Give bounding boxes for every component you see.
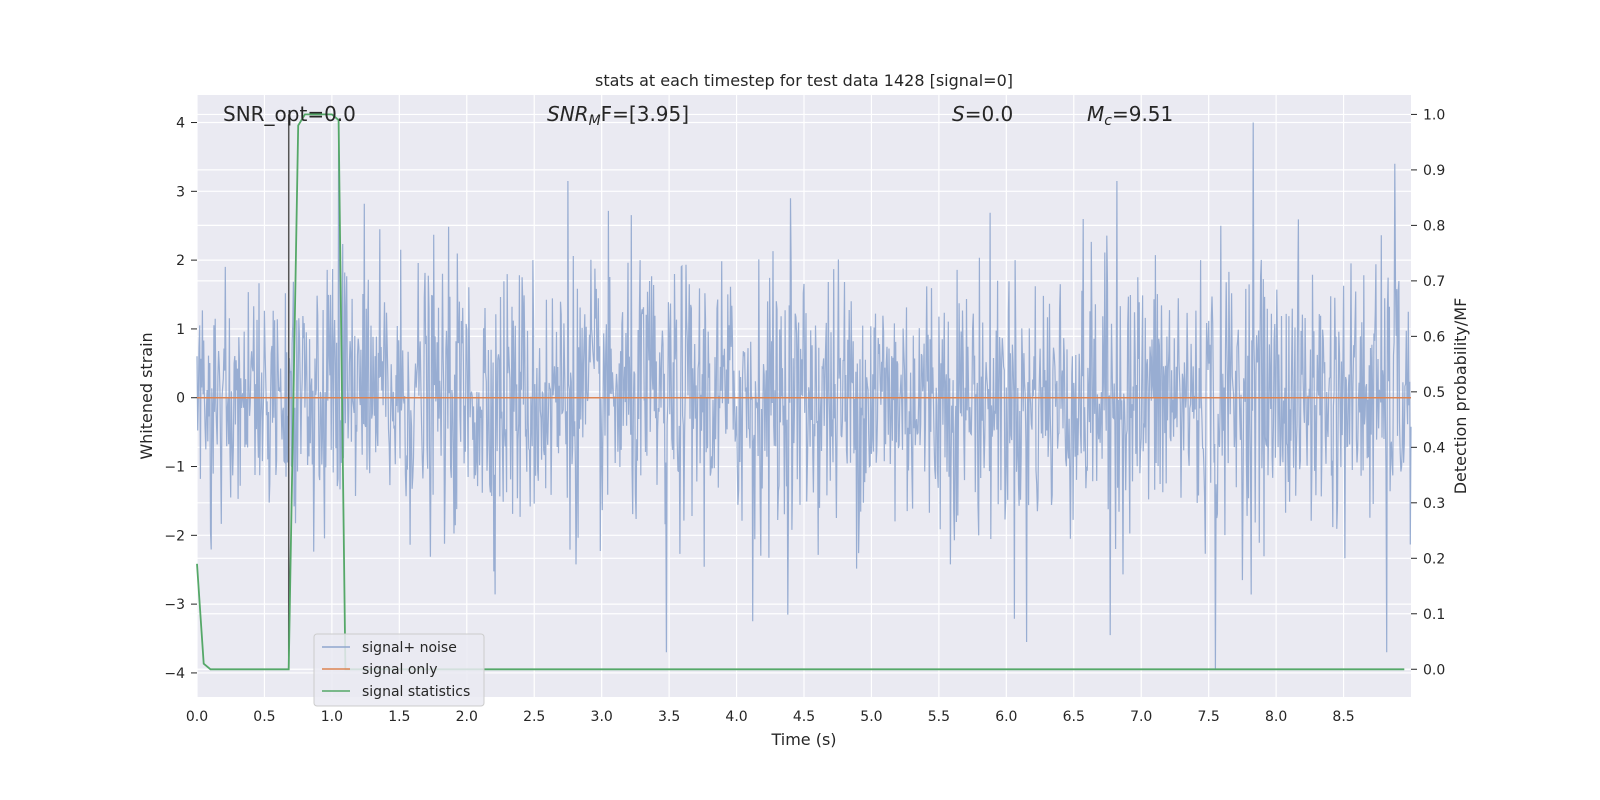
x-tick-label: 3.0 (591, 709, 613, 725)
y-axis-label: Whitened strain (137, 332, 156, 459)
y-axis-right-ticks: 1.0 0.9 0.8 0.7 0.6 0.5 0.4 0.3 0.2 0.1 0.0 (1411, 107, 1445, 678)
x-tick-label: 1.0 (321, 709, 343, 725)
x-tick-label: 7.5 (1198, 709, 1220, 725)
y-right-tick-label: 0.2 (1423, 551, 1445, 567)
legend-box (313, 633, 485, 707)
y-tick-label: 2 (176, 253, 185, 269)
legend-label-noise: signal+ noise (362, 640, 457, 656)
x-tick-label: 0.0 (186, 709, 208, 725)
y-tick-label: 1 (176, 322, 185, 338)
chart-title: stats at each timestep for test data 142… (595, 71, 1013, 90)
y-tick-label: −4 (164, 666, 185, 682)
y-right-tick-label: 0.3 (1423, 496, 1445, 512)
y-right-tick-label: 0.5 (1423, 385, 1445, 401)
y-tick-label: 0 (176, 391, 185, 407)
y-right-tick-label: 0.0 (1423, 662, 1445, 678)
y-right-tick-label: 0.7 (1423, 274, 1445, 290)
legend-label-statistics: signal statistics (362, 684, 470, 700)
series-signal-noise-line (196, 122, 1412, 670)
legend: signal+ noise signal only signal statist… (313, 633, 485, 707)
x-tick-label: 5.0 (860, 709, 882, 725)
annotation-s: S=0.0 (952, 102, 1013, 126)
annotation-snr-mf: SNRMF=[3.95] (547, 102, 689, 129)
x-axis-ticks: 0.0 0.5 1.0 1.5 2.0 2.5 3.0 3.5 4.0 4.5 5.0 5.5 6.0 6… (186, 709, 1355, 725)
y-right-tick-label: 0.4 (1423, 440, 1445, 456)
annotation-mc: Mc=9.51 (1087, 102, 1173, 129)
y-axis-left-ticks: 4 3 2 1 0 −1 −2 −3 −4 (164, 116, 197, 682)
x-tick-label: 8.5 (1332, 709, 1354, 725)
x-tick-label: 8.0 (1265, 709, 1287, 725)
y-axis-right-label: Detection probability/MF (1451, 298, 1470, 495)
x-tick-label: 1.5 (388, 709, 410, 725)
y-tick-label: 3 (176, 184, 185, 200)
annotation-snr-mf-rest: F=[3.95] (601, 102, 689, 126)
x-tick-label: 4.5 (793, 709, 815, 725)
x-tick-label: 7.0 (1130, 709, 1152, 725)
x-tick-label: 4.0 (725, 709, 747, 725)
legend-label-signal-only: signal only (362, 662, 437, 678)
x-tick-label: 6.0 (995, 709, 1017, 725)
y-tick-label: −1 (164, 460, 185, 476)
y-right-tick-label: 0.6 (1423, 329, 1445, 345)
annotation-s-main: S (952, 102, 965, 126)
annotation-mc-sub: c (1104, 113, 1112, 129)
x-tick-label: 2.5 (523, 709, 545, 725)
annotation-snr-mf-main: SNR (547, 102, 589, 126)
y-tick-label: −2 (164, 528, 185, 544)
x-tick-label: 6.5 (1063, 709, 1085, 725)
x-axis-label: Time (s) (770, 730, 836, 749)
annotation-snr-opt: SNR_opt=0.0 (223, 102, 356, 126)
x-tick-label: 5.5 (928, 709, 950, 725)
x-tick-label: 3.5 (658, 709, 680, 725)
annotation-snr-mf-sub: M (589, 113, 601, 129)
annotation-mc-main: M (1087, 102, 1104, 126)
x-tick-label: 0.5 (253, 709, 275, 725)
y-tick-label: 4 (176, 116, 185, 132)
y-right-tick-label: 0.8 (1423, 218, 1445, 234)
y-right-tick-label: 0.9 (1423, 163, 1445, 179)
y-right-tick-label: 0.1 (1423, 607, 1445, 623)
annotation-s-rest: =0.0 (965, 102, 1014, 126)
annotation-mc-rest: =9.51 (1112, 102, 1173, 126)
y-tick-label: −3 (164, 597, 185, 613)
x-tick-label: 2.0 (456, 709, 478, 725)
y-right-tick-label: 1.0 (1423, 107, 1445, 123)
signal-noise-series (196, 122, 1412, 670)
